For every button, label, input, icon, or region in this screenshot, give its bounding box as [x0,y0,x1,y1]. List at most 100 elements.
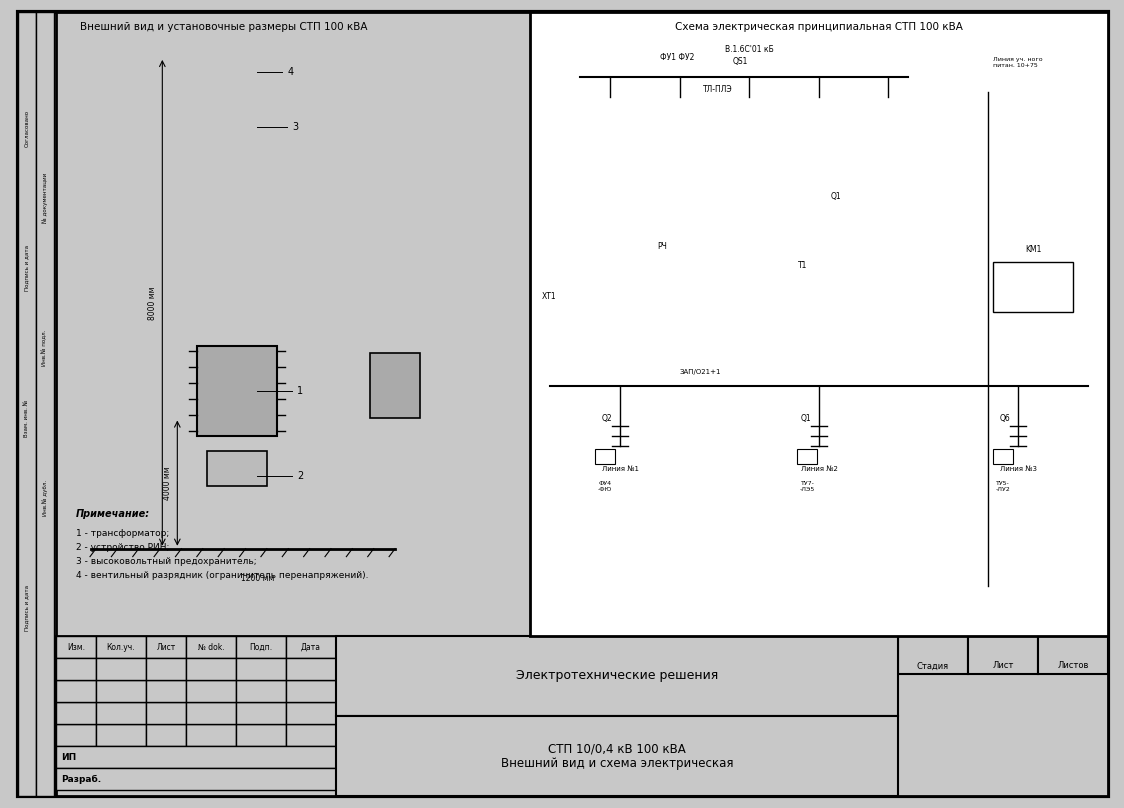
Bar [236,724,285,746]
Text: Линия №3: Линия №3 [999,466,1036,473]
Bar [56,724,96,746]
Text: Подпись и дата: Подпись и дата [25,585,29,631]
Bar [285,658,336,680]
Ellipse shape [233,144,243,149]
Bar [595,449,615,465]
Text: ЗАП/О21+1: ЗАП/О21+1 [680,369,722,375]
Text: ТУ5-
-ЛУ2: ТУ5- -ЛУ2 [996,482,1010,492]
Text: 3 - высоковольтный предохранитель;: 3 - высоковольтный предохранитель; [76,557,256,566]
Text: Инв.№ дубл.: Инв.№ дубл. [43,480,48,516]
Bar [992,449,1013,465]
Bar [56,768,336,790]
Ellipse shape [257,144,268,149]
Text: Линия №2: Линия №2 [800,466,837,473]
Bar [146,658,185,680]
Bar [185,658,236,680]
Text: ТЛ-ПЛЭ: ТЛ-ПЛЭ [704,85,733,94]
Bar [285,636,336,658]
Bar [370,352,420,418]
Text: Взам. инв. №: Взам. инв. № [25,399,29,436]
Text: Разраб.: Разраб. [61,775,101,784]
Bar [336,636,1108,796]
Text: Схема электрическая принципиальная СТП 100 кВА: Схема электрическая принципиальная СТП 1… [676,22,963,32]
Bar [336,636,898,716]
Bar [236,636,285,658]
Text: KM1: KM1 [1025,245,1041,254]
Bar [185,724,236,746]
Text: Согласовано: Согласовано [25,109,29,146]
Text: ФУ4
-ФЮ: ФУ4 -ФЮ [598,482,613,492]
Bar [207,451,268,486]
Bar [56,636,96,658]
Text: Дата: Дата [301,642,321,651]
Text: 1: 1 [298,386,303,396]
Bar [185,702,236,724]
Bar [234,331,242,347]
Text: СТП 10/0,4 кВ 100 кВА
Внешний вид и схема электрическая: СТП 10/0,4 кВ 100 кВА Внешний вид и схем… [501,742,733,770]
Ellipse shape [257,154,268,158]
Text: Q1: Q1 [801,415,812,423]
Text: ХТ1: ХТ1 [542,292,556,301]
Bar [146,702,185,724]
Text: 2: 2 [298,471,303,482]
Ellipse shape [207,163,217,169]
Bar [96,702,146,724]
Text: 4 - вентильный разрядник (ограничитель перенапряжений).: 4 - вентильный разрядник (ограничитель п… [76,571,369,580]
Bar [36,12,54,796]
Circle shape [268,79,278,89]
Text: № документации: № документации [43,173,48,223]
Bar [185,636,236,658]
Text: Изм.: Изм. [67,642,85,651]
Text: Листов: Листов [1058,662,1089,671]
Text: ИП: ИП [61,752,76,761]
Bar [56,702,96,724]
Text: Q2: Q2 [602,415,613,423]
Text: Линия уч. ного
питан. 10+75: Линия уч. ного питан. 10+75 [992,57,1043,68]
Circle shape [198,79,207,89]
Bar [898,636,968,674]
Bar [375,88,415,96]
Ellipse shape [233,133,243,138]
Ellipse shape [207,144,217,149]
Text: 8000 мм: 8000 мм [148,286,157,320]
Bar [96,724,146,746]
Bar [182,87,292,97]
Bar [96,658,146,680]
Text: Подпись и дата: Подпись и дата [25,245,29,291]
Text: 4000 мм: 4000 мм [163,466,172,500]
Bar [285,724,336,746]
Text: 1200 мм: 1200 мм [241,574,274,583]
Ellipse shape [207,133,217,138]
Bar [285,702,336,724]
Bar [336,716,898,796]
Bar [56,746,336,768]
Text: 1 - трансформатор;: 1 - трансформатор; [76,529,170,538]
Bar [797,449,817,465]
Text: Подп.: Подп. [250,642,272,651]
Text: Стадия: Стадия [917,662,949,671]
Bar [236,658,285,680]
Text: Примечание:: Примечание: [76,508,151,519]
Text: ТУ7-
-ЛЭ5: ТУ7- -ЛЭ5 [800,482,815,492]
Bar [96,636,146,658]
Ellipse shape [233,163,243,169]
Circle shape [217,79,227,89]
Bar [285,680,336,702]
Text: ФУ1 ФУ2: ФУ1 ФУ2 [660,53,695,62]
Bar [375,178,415,186]
Bar [531,12,1108,636]
Bar [992,262,1073,312]
Bar [1037,636,1108,674]
Text: 2 - устройство РИН;: 2 - устройство РИН; [76,543,170,552]
Bar [375,128,415,136]
Bar [56,636,1108,796]
Text: 3: 3 [292,122,299,132]
Text: № dok.: № dok. [198,642,225,651]
Bar [391,57,399,549]
Bar [208,331,216,347]
Text: Q6: Q6 [1000,415,1010,423]
Text: Электротехнические решения: Электротехнические решения [516,670,718,683]
Bar [96,680,146,702]
Text: QS1: QS1 [733,57,747,66]
Bar [56,658,96,680]
